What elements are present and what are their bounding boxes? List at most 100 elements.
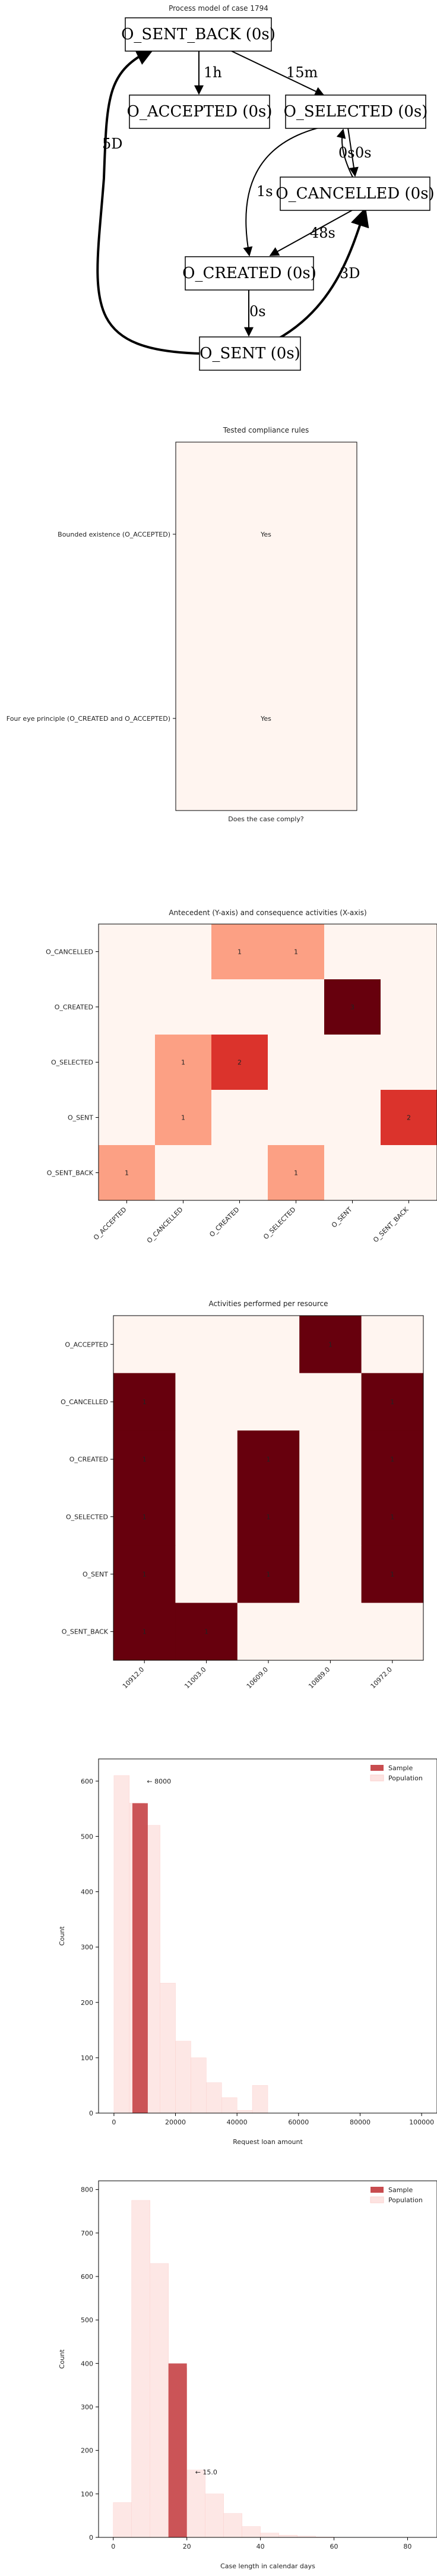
y-tick-label: 400 bbox=[81, 2360, 93, 2367]
y-tick-label: 300 bbox=[81, 2403, 93, 2411]
population-bar bbox=[206, 2082, 222, 2114]
heatmap-cell bbox=[175, 1316, 238, 1374]
heatmap-cell bbox=[299, 1430, 362, 1489]
heatmap-cell bbox=[175, 1603, 238, 1661]
heatmap-col-label: 10889.0 bbox=[307, 1666, 331, 1690]
node-label: O_ACCEPTED (0s) bbox=[127, 103, 273, 121]
population-bar bbox=[186, 2470, 205, 2538]
y-tick-label: 700 bbox=[81, 2230, 93, 2237]
heatmap-cell bbox=[268, 924, 325, 980]
heatmap-cell bbox=[324, 924, 381, 980]
heatmap-cell bbox=[299, 1603, 362, 1661]
population-bar bbox=[150, 2263, 169, 2538]
compliance-value: Yes bbox=[260, 531, 271, 538]
heatmap-cell bbox=[361, 1545, 424, 1603]
heatmap-cell-value: 2 bbox=[238, 1059, 242, 1067]
heatmap-cell bbox=[211, 1090, 268, 1146]
heatmap-cell-value: 1 bbox=[267, 1513, 271, 1521]
heatmap-cell bbox=[324, 979, 381, 1035]
edge-label-cancelled-created: 48s bbox=[310, 225, 335, 241]
heatmap-cell bbox=[99, 1145, 156, 1201]
plot-frame bbox=[98, 1758, 437, 2114]
population-bar bbox=[260, 2533, 279, 2538]
y-tick-label: 100 bbox=[81, 2054, 93, 2062]
heatmap-cell bbox=[113, 1488, 176, 1546]
heatmap-cell-value: 1 bbox=[238, 948, 242, 956]
y-tick-label: 200 bbox=[81, 2447, 93, 2455]
heatmap-cell-value: 1 bbox=[294, 948, 298, 956]
x-tick-label: 20 bbox=[183, 2543, 191, 2550]
loan-amount-histogram: 0 20000 40000 60000 80000 100000 0 100 200 300 400… bbox=[58, 1758, 437, 2146]
x-tick-label: 80000 bbox=[350, 2118, 370, 2126]
compliance-rule-label: Four eye principle (O_CREATED and O_ACCE… bbox=[7, 715, 170, 723]
heatmap-cell bbox=[113, 1430, 176, 1489]
heatmap-cell bbox=[211, 1145, 268, 1201]
x-tick-label: 20000 bbox=[165, 2118, 186, 2126]
heatmap-row-label: O_CREATED bbox=[55, 1004, 93, 1011]
legend-entry: Sample bbox=[388, 2186, 413, 2194]
heatmap-cell bbox=[361, 1373, 424, 1431]
edge-label-selected-created: 1s bbox=[256, 183, 273, 200]
heatmap-row-label: O_SENT_BACK bbox=[47, 1169, 94, 1177]
edge-label-created-sent: 0s bbox=[249, 303, 266, 320]
heatmap-cell bbox=[381, 1145, 437, 1201]
legend-swatch bbox=[370, 2196, 384, 2203]
population-bar bbox=[278, 2535, 297, 2538]
heatmap-cell bbox=[99, 924, 156, 980]
node-created: O_CREATED (0s) bbox=[182, 256, 316, 291]
heatmap-cell-value: 1 bbox=[142, 1628, 147, 1636]
heatmap-cell bbox=[113, 1373, 176, 1431]
heatmap-cell bbox=[381, 1035, 437, 1090]
heatmap-cell bbox=[324, 1145, 381, 1201]
heatmap-cell-value: 1 bbox=[204, 1628, 208, 1636]
node-sent-back: O_SENT_BACK (0s) bbox=[121, 17, 276, 52]
heatmap-cell bbox=[155, 1145, 212, 1201]
node-label: O_SENT (0s) bbox=[200, 345, 300, 362]
heatmap-cell bbox=[175, 1373, 238, 1431]
heatmap-cell bbox=[268, 979, 325, 1035]
legend-swatch bbox=[370, 1765, 384, 1771]
edge-selected-cancelled bbox=[347, 127, 359, 177]
y-tick-label: 200 bbox=[81, 1999, 93, 2007]
heatmap-cell bbox=[99, 1035, 156, 1090]
heatmap-cell-value: 1 bbox=[267, 1571, 271, 1578]
population-bar bbox=[131, 2200, 150, 2538]
heatmap-title: Antecedent (Y-axis) and consequence acti… bbox=[169, 909, 366, 917]
heatmap-cell bbox=[155, 1090, 212, 1146]
heatmap-row-label: O_SELECTED bbox=[66, 1513, 108, 1521]
node-accepted: O_ACCEPTED (0s) bbox=[127, 94, 273, 129]
heatmap-cell bbox=[175, 1545, 238, 1603]
heatmap-cell bbox=[299, 1373, 362, 1431]
process-model-chart: Process model of case 1794 1h 15m 0s 0s … bbox=[96, 4, 435, 371]
heatmap-cell-value: 1 bbox=[125, 1169, 129, 1177]
heatmap-cell bbox=[237, 1545, 300, 1603]
heatmap-row-label: O_SENT bbox=[83, 1571, 108, 1578]
heatmap-cell bbox=[299, 1316, 362, 1374]
heatmap-col-label: O_SELECTED bbox=[262, 1206, 297, 1241]
heatmap-col-label: O_ACCEPTED bbox=[92, 1206, 128, 1242]
population-bar bbox=[160, 1982, 176, 2114]
heatmap-cell bbox=[237, 1603, 300, 1661]
annotation-label: ← 15.0 bbox=[195, 2468, 217, 2476]
heatmap-cell bbox=[268, 1145, 325, 1201]
edge-sentback-selected bbox=[231, 51, 325, 96]
edge-label-cancelled-selected: 0s bbox=[355, 144, 372, 161]
population-bar bbox=[205, 2493, 224, 2538]
compliance-xlabel: Does the case comply? bbox=[228, 815, 304, 823]
heatmap-cell bbox=[155, 1035, 212, 1090]
population-bar bbox=[191, 2057, 207, 2114]
heatmap-cell-value: 1 bbox=[181, 1059, 185, 1067]
heatmap-cell bbox=[324, 1035, 381, 1090]
node-label: O_CANCELLED (0s) bbox=[276, 185, 434, 203]
population-bar bbox=[221, 2097, 238, 2114]
heatmap-row-label: O_CANCELLED bbox=[61, 1398, 108, 1406]
heatmap-col-label: 10972.0 bbox=[369, 1666, 394, 1690]
antecedent-heatmap-chart: Antecedent (Y-axis) and consequence acti… bbox=[46, 909, 437, 1245]
heatmap-cell bbox=[299, 1545, 362, 1603]
y-tick-label: 300 bbox=[81, 1944, 93, 1951]
y-axis-label: Count bbox=[58, 2349, 66, 2369]
heatmap-cell-value: 2 bbox=[407, 1114, 411, 1122]
legend-swatch bbox=[370, 1774, 384, 1782]
y-tick-label: 400 bbox=[81, 1888, 93, 1896]
